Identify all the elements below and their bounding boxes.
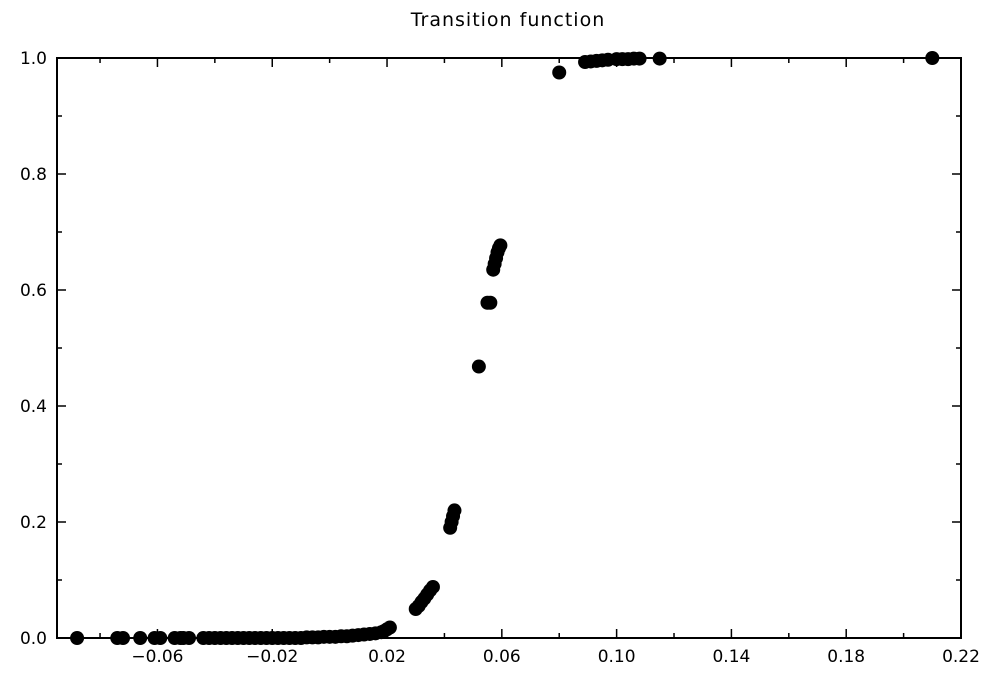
x-tick-label: 0.10 bbox=[598, 647, 636, 667]
x-tick-label: 0.06 bbox=[483, 647, 521, 667]
data-point bbox=[552, 65, 567, 80]
axis-tick-labels: −0.06 −0.02 0.02 0.06 0.10 0.14 0.18 0.22 0.0 0.2… bbox=[20, 49, 980, 667]
data-point bbox=[425, 579, 440, 594]
data-point bbox=[471, 359, 486, 374]
x-tick-label: 0.02 bbox=[368, 647, 406, 667]
data-point bbox=[447, 503, 462, 518]
y-tick-label: 1.0 bbox=[20, 49, 47, 69]
data-point bbox=[483, 295, 498, 310]
chart-title: Transition function bbox=[410, 9, 606, 31]
x-tick-label: 0.22 bbox=[942, 647, 980, 667]
data-point bbox=[382, 620, 397, 635]
y-tick-label: 0.0 bbox=[20, 629, 47, 649]
y-tick-label: 0.6 bbox=[20, 281, 47, 301]
data-point bbox=[493, 238, 508, 253]
plot-frame bbox=[56, 57, 962, 639]
y-tick-label: 0.2 bbox=[20, 513, 47, 533]
x-tick-label: −0.02 bbox=[246, 647, 298, 667]
y-tick-label: 0.8 bbox=[20, 165, 47, 185]
x-tick-label: −0.06 bbox=[131, 647, 183, 667]
x-tick-label: 0.14 bbox=[712, 647, 750, 667]
x-tick-label: 0.18 bbox=[827, 647, 865, 667]
y-tick-label: 0.4 bbox=[20, 397, 47, 417]
